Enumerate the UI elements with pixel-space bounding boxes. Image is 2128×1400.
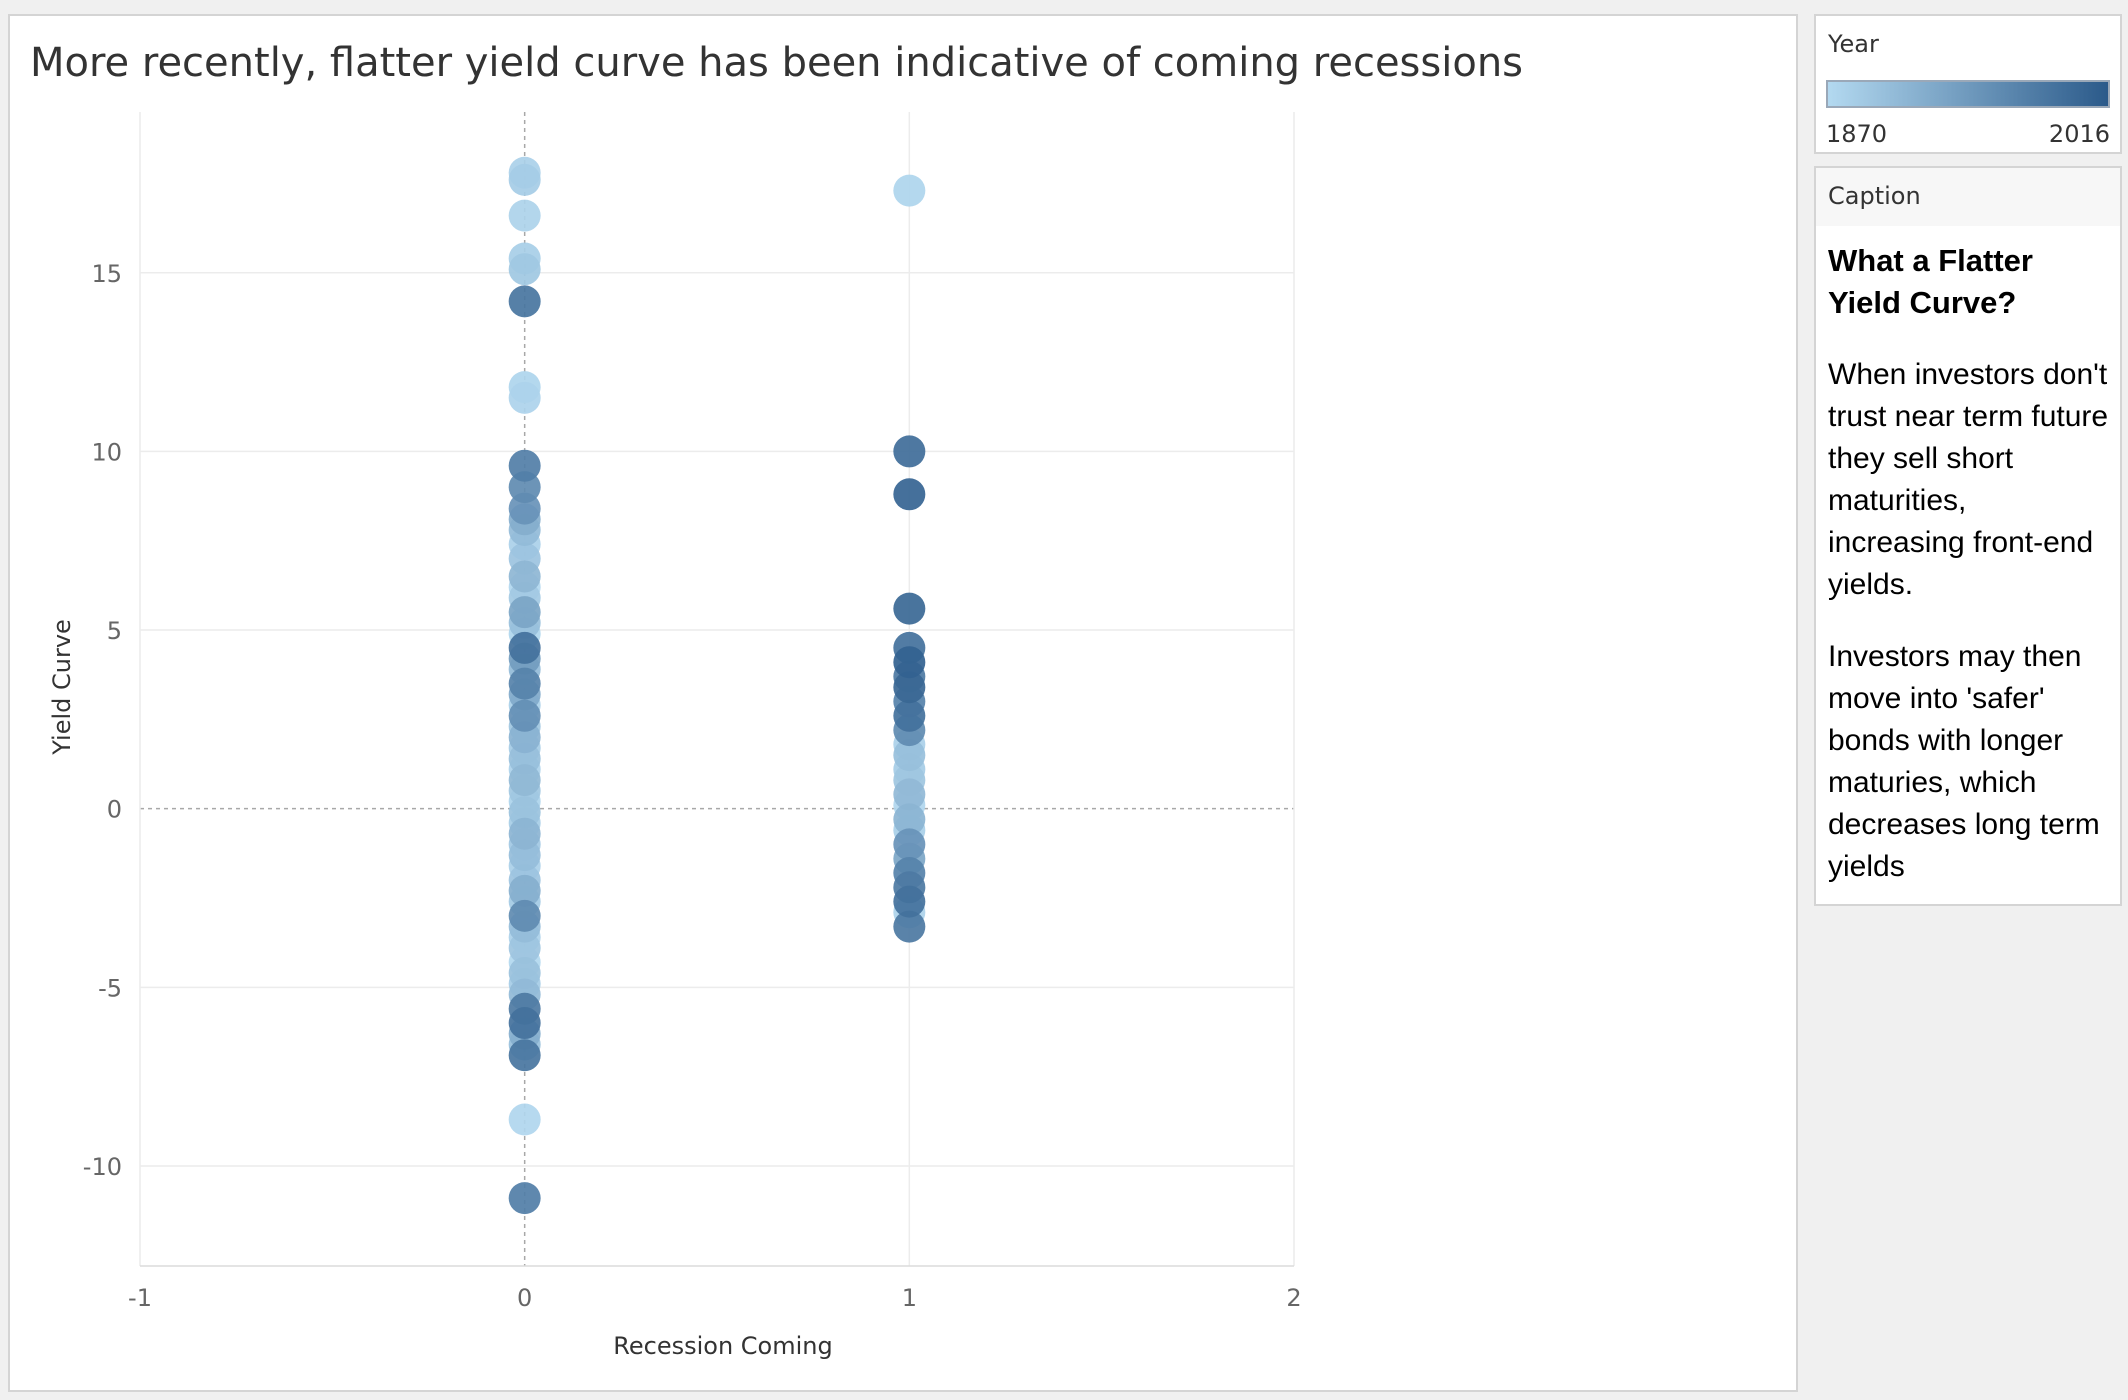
data-point bbox=[893, 778, 926, 811]
x-tick-label: 1 bbox=[902, 1284, 917, 1312]
data-point bbox=[508, 874, 541, 907]
data-point bbox=[508, 699, 541, 732]
data-point bbox=[508, 667, 541, 700]
data-point bbox=[508, 163, 541, 196]
legend-max-label: 2016 bbox=[2048, 120, 2110, 148]
chart-panel: More recently, flatter yield curve has b… bbox=[8, 14, 1798, 1392]
legend-min-label: 1870 bbox=[1826, 120, 1888, 148]
caption-body: What a Flatter Yield Curve? When investo… bbox=[1816, 226, 2120, 888]
data-point bbox=[893, 671, 926, 704]
data-point bbox=[508, 381, 541, 414]
data-point bbox=[508, 1182, 541, 1215]
legend-color-ramp bbox=[1826, 80, 2110, 108]
data-point bbox=[508, 560, 541, 593]
caption-paragraph: When investors don't trust near term fut… bbox=[1828, 358, 2109, 601]
data-point bbox=[508, 1039, 541, 1072]
y-tick-label: 0 bbox=[107, 796, 122, 824]
data-point bbox=[508, 899, 541, 932]
data-point bbox=[508, 285, 541, 318]
data-point bbox=[893, 803, 926, 836]
caption-panel: Caption What a Flatter Yield Curve? When… bbox=[1814, 166, 2122, 906]
data-point bbox=[508, 764, 541, 797]
data-point bbox=[893, 910, 926, 943]
data-point bbox=[893, 435, 926, 468]
year-legend: Year 1870 2016 bbox=[1814, 14, 2122, 154]
chart-title: More recently, flatter yield curve has b… bbox=[30, 40, 1524, 86]
y-tick-label: 10 bbox=[91, 438, 122, 466]
data-point bbox=[508, 1103, 541, 1136]
data-point bbox=[893, 885, 926, 918]
data-point bbox=[508, 596, 541, 629]
data-point bbox=[508, 1007, 541, 1040]
x-tick-label: 2 bbox=[1286, 1284, 1301, 1312]
caption-heading: What a Flatter Yield Curve? bbox=[1828, 243, 2033, 320]
x-axis-title: Recession Coming bbox=[613, 1332, 832, 1360]
grid-lines bbox=[139, 112, 1295, 1266]
data-point bbox=[893, 478, 926, 511]
data-point bbox=[508, 631, 541, 664]
data-point bbox=[893, 174, 926, 207]
caption-paragraph: Investors may then move into 'safer' bon… bbox=[1828, 640, 2100, 883]
y-tick-label: -5 bbox=[98, 974, 122, 1002]
data-point bbox=[508, 199, 541, 232]
data-point bbox=[893, 739, 926, 772]
x-tick-label: -1 bbox=[128, 1284, 152, 1312]
data-point bbox=[893, 828, 926, 861]
data-point bbox=[893, 699, 926, 732]
data-points bbox=[508, 156, 926, 1215]
x-tick-label: 0 bbox=[517, 1284, 532, 1312]
data-point bbox=[893, 592, 926, 625]
data-point bbox=[508, 449, 541, 482]
y-tick-label: -10 bbox=[83, 1153, 122, 1181]
y-axis-title: Yield Curve bbox=[48, 619, 76, 756]
caption-label: Caption bbox=[1816, 168, 2120, 226]
data-point bbox=[508, 817, 541, 850]
y-tick-label: 5 bbox=[107, 617, 122, 645]
data-point bbox=[508, 253, 541, 286]
y-tick-label: 15 bbox=[91, 260, 122, 288]
data-point bbox=[893, 646, 926, 679]
legend-title: Year bbox=[1828, 30, 1879, 58]
